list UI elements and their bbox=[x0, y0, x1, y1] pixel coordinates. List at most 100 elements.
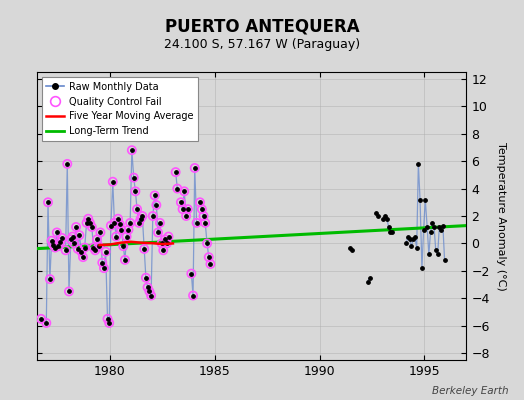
Point bbox=[171, 169, 180, 175]
Point bbox=[364, 279, 372, 285]
Point bbox=[110, 220, 118, 226]
Point bbox=[154, 229, 162, 236]
Point bbox=[98, 260, 106, 266]
Point bbox=[56, 239, 64, 245]
Point bbox=[73, 246, 82, 252]
Point bbox=[117, 226, 126, 233]
Point bbox=[157, 240, 166, 247]
Point bbox=[388, 229, 396, 236]
Point bbox=[147, 292, 155, 299]
Point bbox=[206, 261, 215, 267]
Point bbox=[65, 288, 73, 295]
Point bbox=[152, 202, 160, 208]
Point bbox=[135, 220, 143, 226]
Point bbox=[77, 248, 85, 255]
Point bbox=[58, 235, 66, 241]
Point bbox=[65, 288, 73, 295]
Point bbox=[419, 226, 428, 233]
Point bbox=[156, 220, 164, 226]
Point bbox=[159, 247, 168, 254]
Point bbox=[154, 229, 162, 236]
Point bbox=[124, 226, 133, 233]
Point bbox=[68, 233, 77, 240]
Point bbox=[107, 222, 115, 229]
Point bbox=[103, 316, 112, 322]
Point bbox=[103, 316, 112, 322]
Point bbox=[77, 248, 85, 255]
Point bbox=[180, 188, 189, 194]
Point bbox=[114, 216, 122, 222]
Point bbox=[58, 235, 66, 241]
Point bbox=[198, 206, 206, 212]
Point bbox=[82, 220, 91, 226]
Point bbox=[180, 188, 189, 194]
Point bbox=[46, 276, 54, 282]
Point bbox=[136, 216, 145, 222]
Point bbox=[140, 246, 148, 252]
Point bbox=[409, 236, 417, 242]
Point bbox=[141, 274, 150, 281]
Point bbox=[51, 244, 59, 251]
Point bbox=[140, 246, 148, 252]
Point bbox=[418, 265, 426, 271]
Point bbox=[141, 274, 150, 281]
Point bbox=[100, 265, 108, 271]
Point bbox=[133, 206, 141, 212]
Point bbox=[89, 244, 97, 251]
Point bbox=[121, 257, 129, 263]
Point bbox=[42, 320, 50, 326]
Point bbox=[165, 233, 173, 240]
Point bbox=[72, 224, 80, 230]
Point bbox=[201, 220, 210, 226]
Point bbox=[115, 221, 124, 228]
Point bbox=[435, 224, 443, 230]
Point bbox=[56, 239, 64, 245]
Point bbox=[61, 247, 70, 254]
Point bbox=[37, 316, 45, 322]
Point bbox=[162, 240, 171, 247]
Point bbox=[133, 206, 141, 212]
Point bbox=[372, 210, 380, 216]
Point bbox=[129, 174, 138, 181]
Point bbox=[412, 244, 421, 251]
Point bbox=[203, 240, 211, 247]
Point bbox=[416, 196, 424, 203]
Point bbox=[67, 236, 75, 242]
Point bbox=[177, 199, 185, 206]
Point bbox=[161, 236, 169, 242]
Point bbox=[131, 188, 139, 194]
Point bbox=[144, 284, 152, 290]
Point bbox=[96, 229, 105, 236]
Point bbox=[117, 226, 126, 233]
Point bbox=[407, 243, 416, 249]
Point bbox=[135, 220, 143, 226]
Point bbox=[91, 247, 100, 254]
Point bbox=[138, 213, 147, 219]
Point bbox=[93, 236, 101, 242]
Point bbox=[178, 206, 187, 212]
Point bbox=[123, 233, 131, 240]
Point bbox=[107, 222, 115, 229]
Point bbox=[121, 257, 129, 263]
Point bbox=[187, 270, 195, 277]
Text: 24.100 S, 57.167 W (Paraguay): 24.100 S, 57.167 W (Paraguay) bbox=[164, 38, 360, 51]
Point bbox=[119, 243, 127, 249]
Point bbox=[411, 233, 419, 240]
Point bbox=[49, 242, 58, 248]
Point bbox=[192, 220, 201, 226]
Point bbox=[152, 202, 160, 208]
Point bbox=[428, 220, 436, 226]
Point bbox=[381, 213, 389, 219]
Point bbox=[150, 192, 159, 199]
Point bbox=[91, 247, 100, 254]
Point bbox=[102, 248, 110, 255]
Point bbox=[187, 270, 195, 277]
Point bbox=[177, 199, 185, 206]
Point bbox=[89, 244, 97, 251]
Point bbox=[348, 247, 356, 254]
Point bbox=[178, 206, 187, 212]
Point bbox=[81, 244, 89, 251]
Point bbox=[81, 244, 89, 251]
Point bbox=[88, 224, 96, 230]
Point bbox=[196, 199, 204, 206]
